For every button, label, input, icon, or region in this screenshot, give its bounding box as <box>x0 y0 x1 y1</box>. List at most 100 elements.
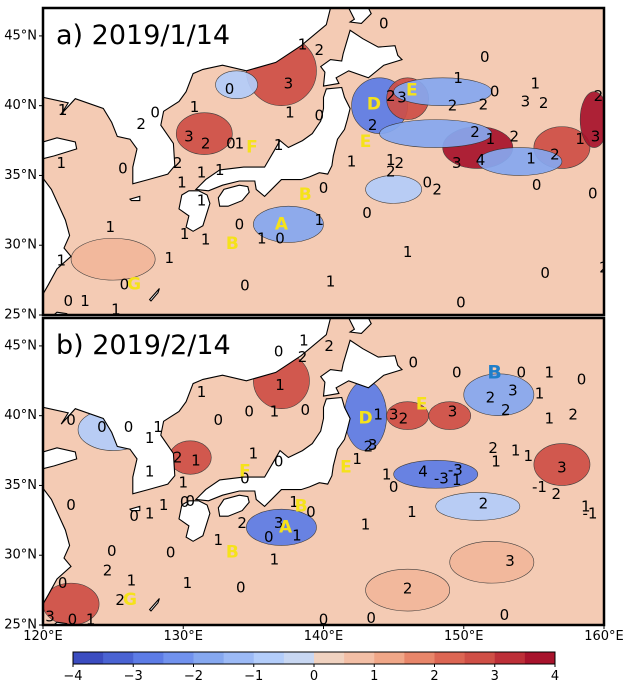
land-shandong-china <box>43 447 78 470</box>
contour-label: 1 <box>361 516 371 534</box>
contour-label: 3 <box>452 154 462 172</box>
contour-label: 0 <box>244 402 254 420</box>
latitude-tick-label: 35°N <box>4 478 37 493</box>
region-marker: B <box>226 234 239 254</box>
contour-label: 1 <box>298 35 308 53</box>
contour-label: 2 <box>315 41 325 59</box>
colorbar-swatch <box>163 652 194 664</box>
panel-a-latitude-ticks: 25°N 30°N 35°N 40°N 45°N <box>4 28 43 323</box>
colorbar-tick-labels: −4 −3 −2 −1 0 1 2 3 4 <box>63 664 559 683</box>
contour-label: 2 <box>173 449 183 467</box>
contour-label: 1 <box>56 154 66 172</box>
contour-label: 0 <box>362 204 372 222</box>
region-marker: D <box>359 408 373 428</box>
colorbar-swatch <box>223 652 255 664</box>
contour-label: 0 <box>226 134 236 152</box>
region-marker: F <box>246 138 258 158</box>
contour-label: 2 <box>298 348 308 366</box>
contour-label: 1 <box>145 504 155 522</box>
contour-label: 2 <box>594 87 604 105</box>
colorbar-swatch <box>524 652 556 664</box>
anomaly-patch <box>365 175 422 204</box>
contour-label: 2 <box>539 94 549 112</box>
latitude-tick-label: 45°N <box>4 28 37 43</box>
contour-label: 0 <box>480 48 490 66</box>
contour-label: 3 <box>591 127 601 145</box>
contour-label: 0 <box>63 292 73 310</box>
region-marker: B <box>487 361 501 383</box>
land-asia-mainland <box>43 318 332 495</box>
contour-label: 2 <box>399 409 409 427</box>
contour-label: 0 <box>274 342 284 360</box>
colorbar-swatch <box>374 652 405 664</box>
longitude-ticks: 120°E 130°E 140°E 150°E 160°E <box>23 625 624 644</box>
contour-label: 3 <box>284 74 294 92</box>
contour-label: 0 <box>68 610 78 628</box>
contour-label: 1 <box>452 471 462 489</box>
land-sakhalin <box>348 8 372 24</box>
contour-label: 1 <box>56 252 66 270</box>
contour-label: 1 <box>292 527 302 545</box>
contour-label: 1 <box>511 442 521 460</box>
contour-label: 1 <box>145 429 155 447</box>
land-hokkaido <box>319 339 404 397</box>
region-marker: B <box>295 496 308 516</box>
contour-label: 1 <box>285 104 295 122</box>
contour-label: 2 <box>509 127 519 145</box>
contour-label: 0 <box>214 411 224 429</box>
contour-label: 3 <box>557 458 567 476</box>
contour-label: 0 <box>58 574 68 592</box>
land-okinawa <box>148 598 160 612</box>
contour-label: 3 <box>45 608 55 626</box>
panel-b-anomaly-field <box>43 352 591 625</box>
contour-label: 1 <box>197 383 207 401</box>
longitude-tick-label: 150°E <box>444 629 484 644</box>
region-marker: G <box>123 590 137 610</box>
contour-label: 2 <box>201 134 211 152</box>
contour-label: 1 <box>315 211 325 229</box>
colorbar-tick-label: 0 <box>310 669 318 683</box>
contour-label: 0 <box>423 173 433 191</box>
land-kyushu <box>178 500 211 542</box>
contour-label: 1 <box>127 571 137 589</box>
contour-label: 1 <box>486 130 496 148</box>
anomaly-patch <box>253 205 324 243</box>
region-marker: F <box>239 462 251 482</box>
contour-label: 0 <box>66 411 76 429</box>
contour-label: 1 <box>575 130 585 148</box>
contour-label: 3 <box>274 514 284 532</box>
colorbar-swatch <box>494 652 526 664</box>
contour-label: 1 <box>403 243 413 261</box>
contour-label: 1 <box>270 402 280 420</box>
contour-label: 1 <box>275 376 285 394</box>
contour-label: 2 <box>552 485 562 503</box>
contour-label: 3 <box>389 405 399 423</box>
contour-label: 1 <box>257 229 267 247</box>
anomaly-patch <box>393 460 479 489</box>
contour-label: 1 <box>80 292 90 310</box>
anomaly-patch <box>449 540 535 584</box>
contour-label: -1 <box>582 504 597 522</box>
contour-label: 0 <box>129 507 139 525</box>
contour-label: 1 <box>386 151 396 169</box>
panel-a-anomaly-field <box>70 35 604 281</box>
land-honshu <box>194 86 351 198</box>
latitude-tick-label: 25°N <box>4 618 37 633</box>
contour-label: 0 <box>240 277 250 295</box>
colorbar-swatch <box>404 652 435 664</box>
contour-label: 1 <box>249 444 259 462</box>
contour-label: 2 <box>386 87 396 105</box>
contour-label: 2 <box>237 514 247 532</box>
contour-label: 0 <box>275 229 285 247</box>
longitude-tick-label: 120°E <box>23 629 63 644</box>
anomaly-patch <box>215 70 258 100</box>
contour-label: 1 <box>523 447 533 465</box>
contour-label: 0 <box>540 264 550 282</box>
longitude-tick-label: 140°E <box>304 629 344 644</box>
contour-label: 1 <box>190 98 200 116</box>
